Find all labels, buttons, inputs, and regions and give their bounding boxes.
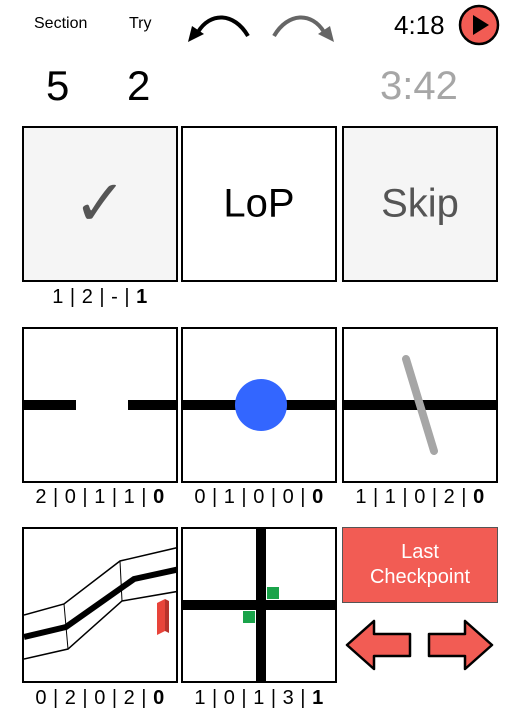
tile-score: 0 | 1 | 0 | 0 | 0 bbox=[194, 486, 324, 508]
tile-score: 2 | 0 | 1 | 1 | 0 bbox=[35, 486, 165, 508]
tile-obstacle[interactable] bbox=[181, 327, 337, 483]
tile-score: 1 | 0 | 1 | 3 | 1 bbox=[194, 687, 324, 709]
intersection-icon bbox=[183, 529, 335, 681]
tile-score: 0 | 2 | 0 | 2 | 0 bbox=[35, 687, 165, 709]
try-value: 2 bbox=[127, 62, 151, 109]
obstacle-dot-icon bbox=[183, 379, 335, 431]
redo-arrow-icon[interactable] bbox=[268, 6, 338, 46]
tile-score: 1 | 1 | 0 | 2 | 0 bbox=[355, 486, 485, 508]
seesaw-ramp-icon bbox=[24, 547, 176, 660]
check-icon: ✓ bbox=[73, 167, 127, 241]
skip-label: Skip bbox=[381, 181, 459, 226]
tile-speed-bump[interactable] bbox=[342, 327, 498, 483]
skip-button[interactable]: Skip bbox=[342, 126, 498, 282]
gap-line-icon bbox=[24, 400, 176, 410]
try-label: Try bbox=[129, 15, 152, 32]
lop-label: LoP bbox=[223, 181, 295, 226]
last-checkpoint-label-1: Last bbox=[401, 541, 439, 563]
tile-seesaw[interactable] bbox=[22, 527, 178, 683]
arrow-left-icon[interactable] bbox=[344, 618, 414, 672]
section-value: 5 bbox=[46, 62, 70, 109]
undo-arrow-icon[interactable] bbox=[186, 6, 256, 46]
tile-gap[interactable] bbox=[22, 327, 178, 483]
speed-bump-icon bbox=[344, 355, 496, 455]
last-checkpoint-label-2: Checkpoint bbox=[369, 566, 471, 588]
arrow-right-icon[interactable] bbox=[425, 618, 495, 672]
tile-intersection[interactable] bbox=[181, 527, 337, 683]
lop-button[interactable]: LoP bbox=[181, 126, 337, 282]
clock: 4:18 bbox=[394, 10, 445, 40]
check-button[interactable]: ✓ bbox=[22, 126, 178, 282]
play-icon[interactable] bbox=[458, 4, 500, 46]
run-timer: 3:42 bbox=[380, 64, 458, 108]
check-score: 1 | 2 | - | 1 bbox=[52, 286, 148, 308]
last-checkpoint-button[interactable]: Last Checkpoint bbox=[342, 527, 498, 603]
section-label: Section bbox=[34, 15, 88, 32]
